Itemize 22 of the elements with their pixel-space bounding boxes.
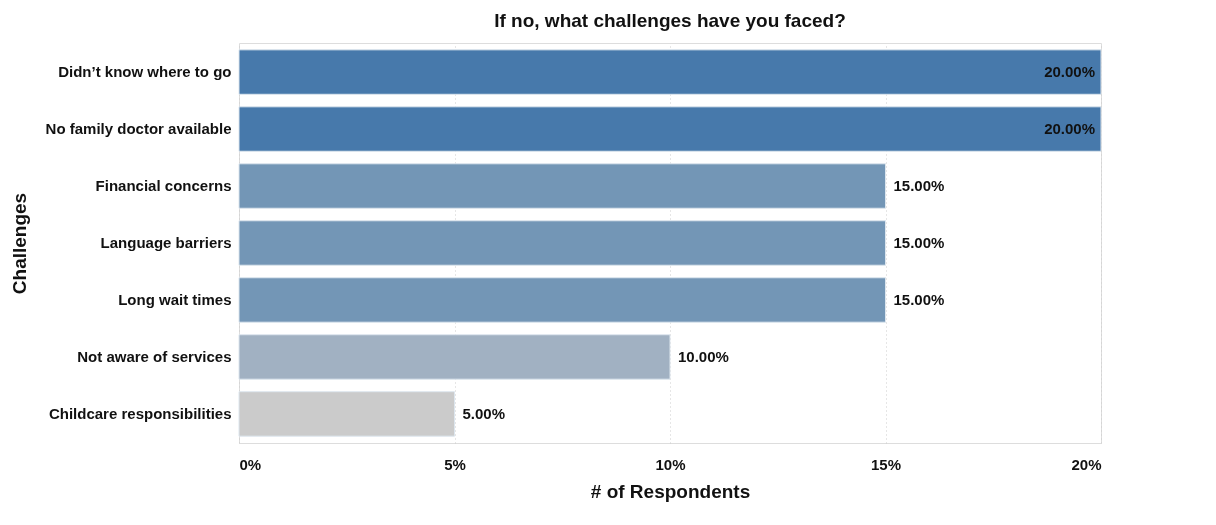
data-label: 10.00%: [678, 347, 729, 365]
y-tick-label: Financial concerns: [95, 177, 232, 195]
x-tick-label: 15%: [870, 455, 902, 473]
x-tick-label: 0%: [239, 455, 262, 473]
y-tick-label: Long wait times: [118, 290, 232, 308]
y-tick-label: Didn’t know where to go: [58, 63, 232, 81]
y-tick-label: Childcare responsibilities: [48, 404, 232, 422]
chart-title: If no, what challenges have you faced?: [494, 10, 846, 31]
y-tick-label: Not aware of services: [77, 347, 232, 365]
x-axis-title: # of Respondents: [590, 480, 751, 502]
y-tick-label: Language barriers: [100, 234, 232, 251]
data-label: 20.00%: [1044, 120, 1095, 138]
y-tick-label: No family doctor available: [45, 120, 232, 138]
x-tick-label: 10%: [655, 455, 686, 473]
x-tick-label: 20%: [1071, 455, 1102, 473]
x-tick-label: 5%: [444, 455, 466, 473]
data-label: 15.00%: [893, 234, 945, 251]
data-label: 15.00%: [893, 290, 945, 308]
y-axis-title: Challenges: [8, 192, 30, 295]
data-label: 5.00%: [462, 404, 506, 422]
data-label: 15.00%: [893, 177, 945, 195]
data-label: 20.00%: [1044, 63, 1095, 81]
